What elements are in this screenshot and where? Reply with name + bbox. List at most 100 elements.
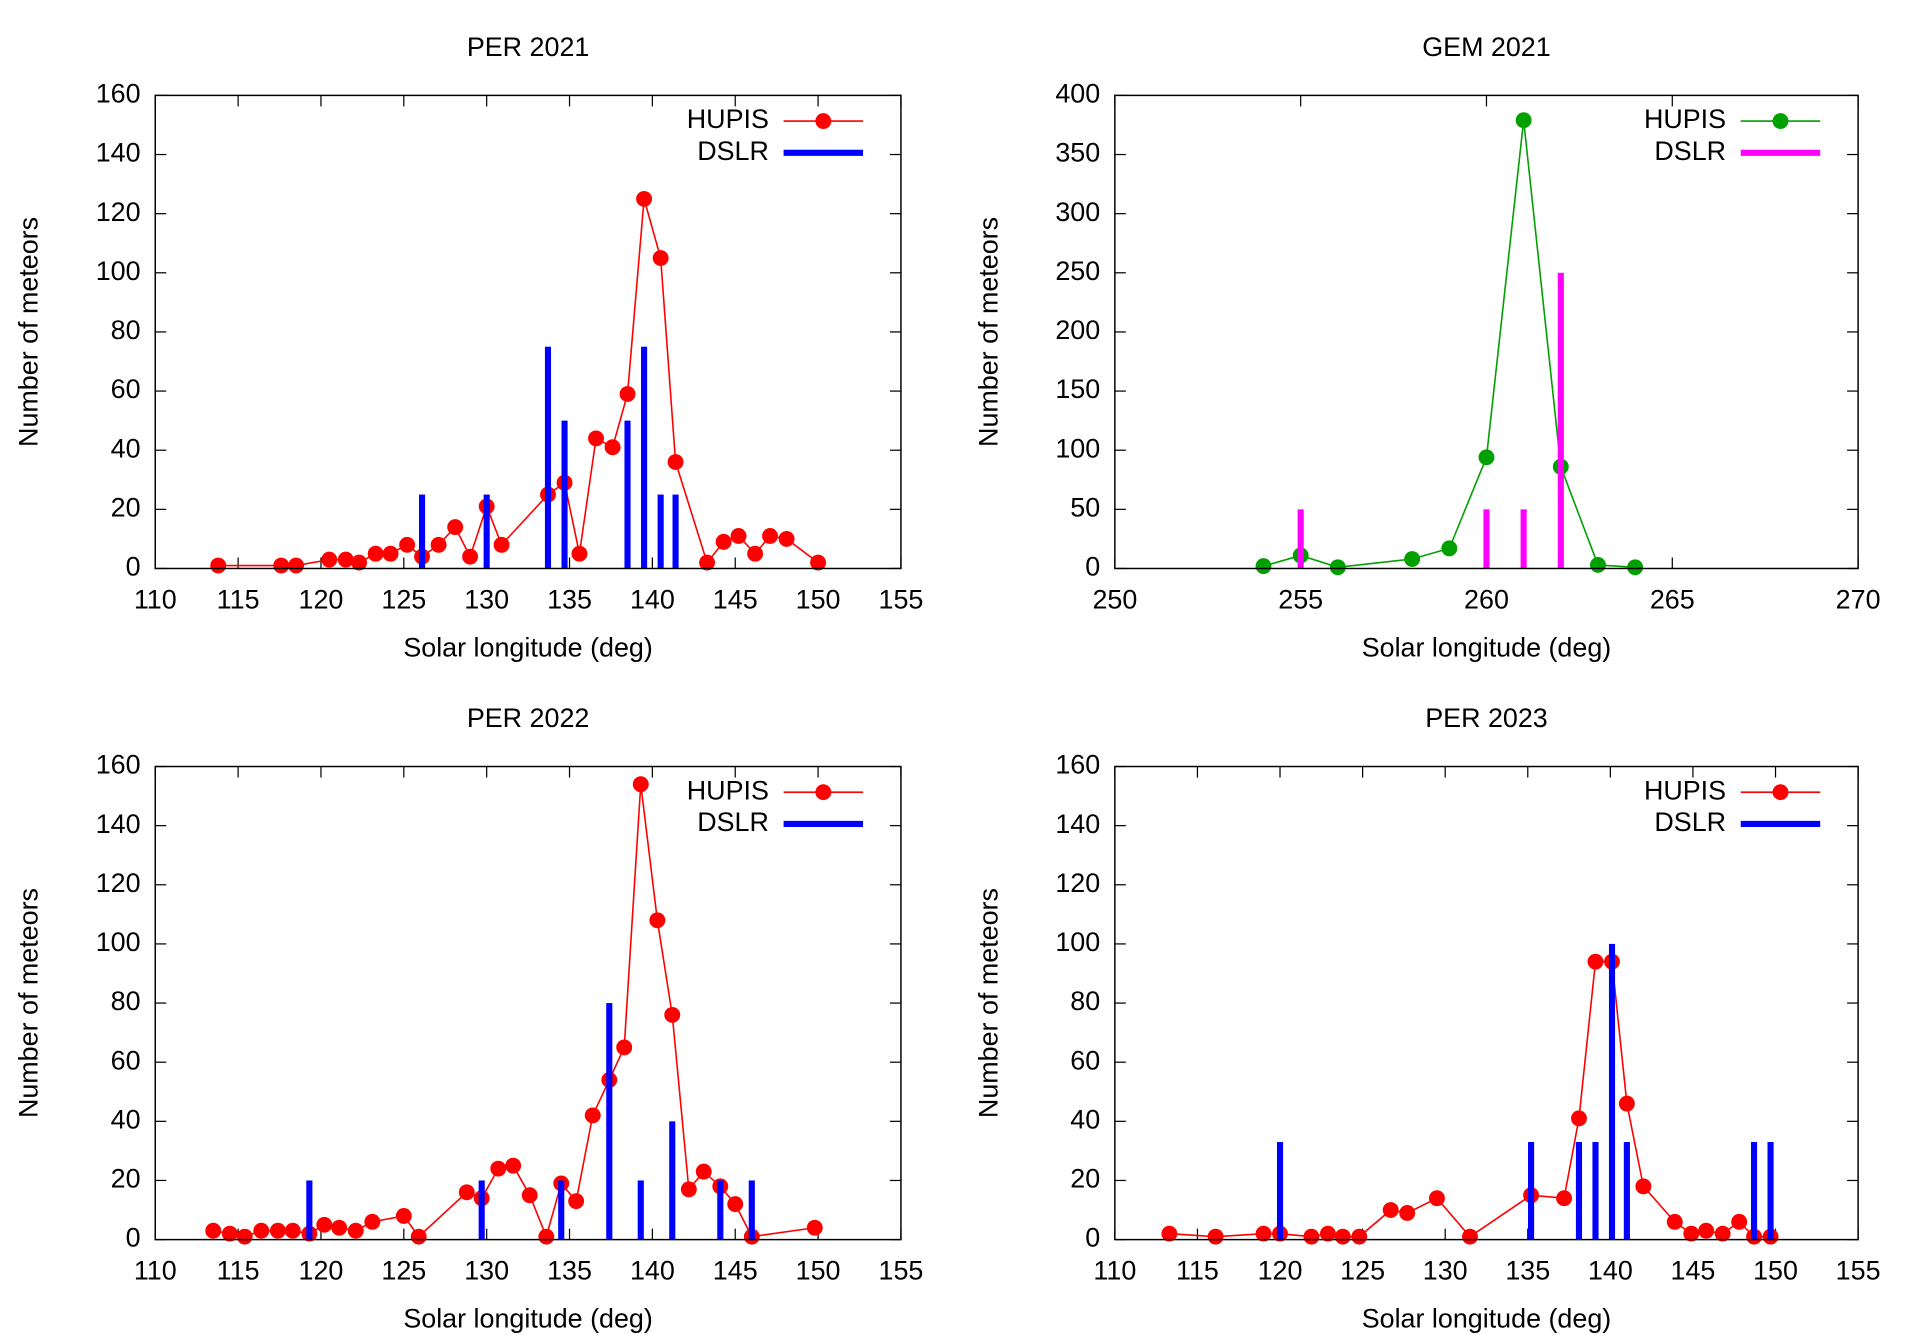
y-tick-label: 150 — [1055, 374, 1100, 404]
marker — [584, 1107, 601, 1124]
marker — [1399, 1205, 1416, 1221]
marker — [588, 430, 604, 447]
marker — [1666, 1213, 1683, 1230]
line — [1169, 960, 1771, 1238]
marker — [1334, 1228, 1351, 1245]
legend-label: HUPIS — [1644, 775, 1726, 805]
x-tick-label: 120 — [299, 585, 344, 615]
marker — [727, 1196, 744, 1213]
marker — [1329, 559, 1346, 576]
y-tick-label: 80 — [1070, 986, 1100, 1016]
bar — [544, 346, 552, 569]
marker — [1441, 540, 1458, 557]
bar — [1767, 1142, 1774, 1240]
marker — [1515, 112, 1532, 129]
marker — [1478, 449, 1495, 466]
x-tick-label: 125 — [381, 585, 426, 615]
marker — [269, 1222, 286, 1239]
legend-swatch — [815, 784, 832, 801]
marker — [447, 519, 464, 536]
marker — [571, 545, 588, 562]
bar — [606, 1003, 613, 1240]
y-tick-label: 140 — [96, 809, 141, 839]
bar — [669, 1121, 676, 1240]
bar — [478, 1180, 485, 1240]
plot-frame — [154, 94, 902, 570]
y-tick-label: 0 — [126, 552, 141, 582]
marker — [382, 545, 399, 562]
y-tick-label: 120 — [96, 197, 141, 227]
x-tick-label: 135 — [547, 585, 592, 615]
marker — [568, 1193, 585, 1210]
marker — [458, 1184, 475, 1201]
marker — [236, 1228, 253, 1245]
plot-frame — [154, 765, 902, 1241]
marker — [395, 1208, 412, 1224]
line — [1263, 120, 1636, 569]
x-axis-label: Solar longitude (deg) — [403, 1303, 653, 1333]
x-tick-label: 270 — [1836, 585, 1881, 615]
bar — [1557, 272, 1564, 569]
bar — [1520, 509, 1527, 569]
y-tick-label: 350 — [1055, 138, 1100, 168]
bar — [1608, 943, 1616, 1240]
y-tick-label: 0 — [1085, 552, 1100, 582]
y-tick-label: 20 — [1070, 1164, 1100, 1194]
x-tick-label: 140 — [630, 1256, 675, 1286]
bar — [657, 494, 664, 569]
marker — [288, 557, 305, 574]
marker — [316, 1216, 333, 1233]
y-tick-label: 160 — [96, 79, 141, 109]
marker — [616, 1039, 633, 1056]
marker — [664, 1006, 681, 1023]
x-axis-label: Solar longitude (deg) — [1362, 1303, 1612, 1333]
chart-title: GEM 2021 — [1422, 32, 1550, 62]
y-tick-label: 40 — [1070, 1104, 1100, 1134]
bar — [1276, 1142, 1284, 1240]
chart-title: PER 2021 — [467, 32, 590, 62]
bar — [748, 1180, 755, 1240]
x-tick-label: 140 — [630, 585, 675, 615]
bar — [637, 1180, 644, 1240]
marker — [430, 536, 447, 553]
x-tick-label: 130 — [464, 585, 509, 615]
x-tick-label: 150 — [796, 585, 841, 615]
marker — [715, 533, 732, 550]
marker — [778, 530, 795, 547]
marker — [1714, 1225, 1731, 1242]
marker — [1207, 1228, 1224, 1245]
y-tick-label: 20 — [111, 492, 141, 522]
y-tick-label: 60 — [111, 1045, 141, 1075]
x-axis-label: Solar longitude (deg) — [1362, 632, 1612, 662]
marker — [619, 386, 636, 402]
x-tick-label: 135 — [547, 1256, 592, 1286]
marker — [210, 557, 227, 574]
y-axis-label: Number of meteors — [14, 888, 44, 1118]
marker — [1382, 1202, 1399, 1218]
x-tick-label: 250 — [1092, 585, 1137, 615]
x-tick-label: 255 — [1278, 585, 1323, 615]
x-tick-label: 125 — [1340, 1256, 1385, 1286]
marker — [667, 454, 684, 470]
y-tick-label: 0 — [126, 1223, 141, 1253]
bar — [418, 494, 426, 569]
marker — [1731, 1213, 1748, 1230]
x-tick-label: 115 — [217, 1256, 260, 1286]
y-tick-label: 80 — [111, 986, 141, 1016]
y-tick-label: 20 — [111, 1164, 141, 1194]
y-axis-label: Number of meteors — [973, 888, 1003, 1118]
marker — [347, 1222, 364, 1239]
x-tick-label: 150 — [1753, 1256, 1798, 1286]
x-tick-label: 155 — [879, 1256, 924, 1286]
x-tick-label: 120 — [299, 1256, 344, 1286]
marker — [747, 545, 764, 562]
y-tick-label: 140 — [96, 138, 141, 168]
marker — [649, 912, 666, 929]
marker — [632, 776, 649, 793]
legend-label: DSLR — [697, 807, 769, 837]
marker — [1303, 1228, 1320, 1245]
marker — [399, 536, 416, 553]
marker — [1319, 1225, 1336, 1242]
y-tick-label: 400 — [1055, 79, 1100, 109]
